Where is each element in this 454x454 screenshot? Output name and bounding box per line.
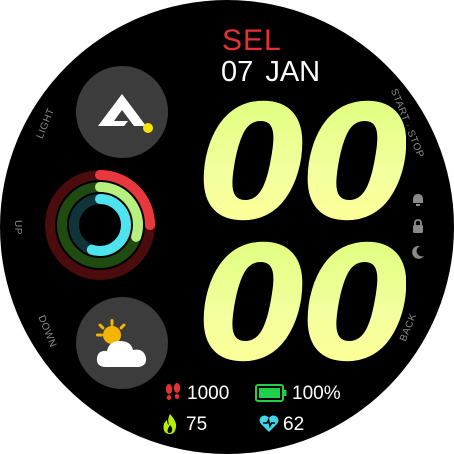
calories-value: 75 xyxy=(186,414,208,435)
weather-button[interactable] xyxy=(76,297,168,389)
time-minutes: 00 xyxy=(198,213,412,397)
bezel-label-light: LIGHT xyxy=(34,106,58,141)
bezel-label-down: DOWN xyxy=(35,313,59,350)
date-label: 07 JAN xyxy=(221,56,321,88)
city-code: SEL xyxy=(222,24,282,57)
heart-pulse-icon xyxy=(259,415,279,432)
brand-app-button[interactable] xyxy=(76,66,168,158)
battery-icon xyxy=(255,384,287,402)
partly-cloudy-icon xyxy=(96,319,147,367)
lock-icon xyxy=(413,219,423,233)
bezel-label-up: UP xyxy=(11,220,23,235)
battery-value: 100% xyxy=(292,383,341,404)
move-ring xyxy=(45,170,155,280)
flame-icon xyxy=(163,414,177,434)
time-hours: 00 xyxy=(198,72,412,256)
heart-rate-value: 62 xyxy=(283,414,305,435)
alarm-icon xyxy=(413,194,423,206)
brand-logo-icon xyxy=(98,94,153,133)
stand-ring xyxy=(69,194,131,256)
footprints-icon xyxy=(165,383,181,400)
activity-rings[interactable] xyxy=(43,168,157,282)
exercise-ring xyxy=(57,182,143,268)
steps-value: 1000 xyxy=(187,383,230,404)
moon-icon xyxy=(412,245,424,259)
